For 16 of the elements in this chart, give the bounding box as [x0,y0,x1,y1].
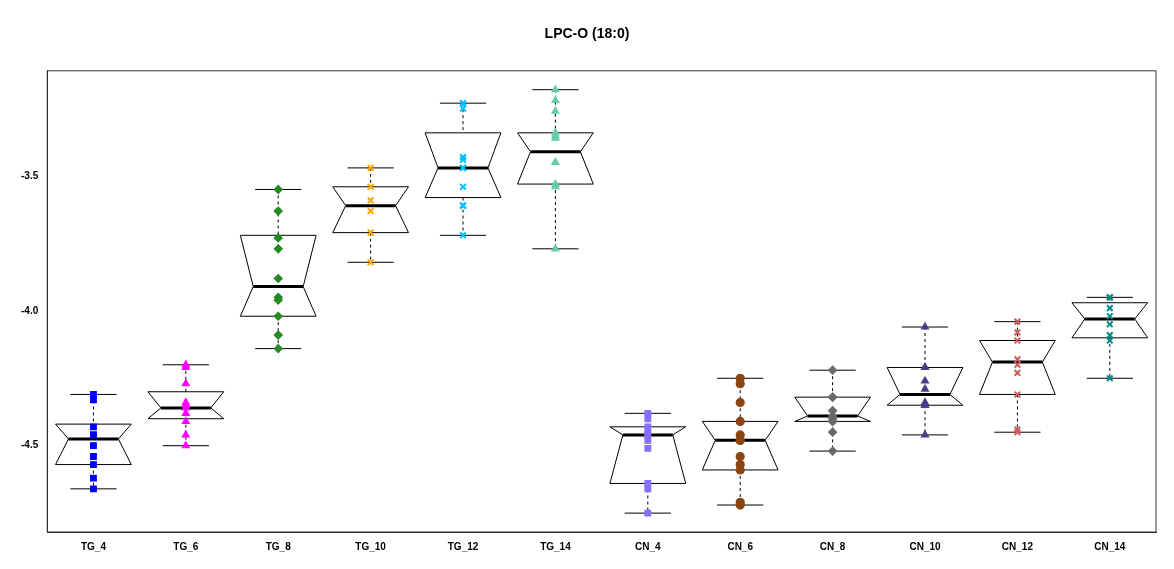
y-tick-label: -4.5 [21,439,39,451]
x-tick-label: TG_14 [540,540,572,552]
x-tick-label: CN_14 [1094,540,1126,552]
x-tick-label: TG_12 [447,540,479,552]
y-tick-label: -3.5 [21,169,39,181]
x-tick-label: CN_10 [909,540,941,552]
x-tick-label: CN_4 [635,540,662,552]
x-tick-label: CN_12 [1001,540,1034,552]
x-tick-label: CN_8 [819,540,846,552]
x-tick-label: CN_6 [727,540,754,552]
x-tick-label: TG_10 [355,540,387,552]
x-tick-label: TG_4 [80,540,107,552]
x-tick-label: TG_6 [173,540,199,552]
y-tick-label: -4.0 [21,304,39,316]
x-tick-label: TG_8 [265,540,292,552]
chart-title: LPC-O (18:0) [544,25,630,42]
